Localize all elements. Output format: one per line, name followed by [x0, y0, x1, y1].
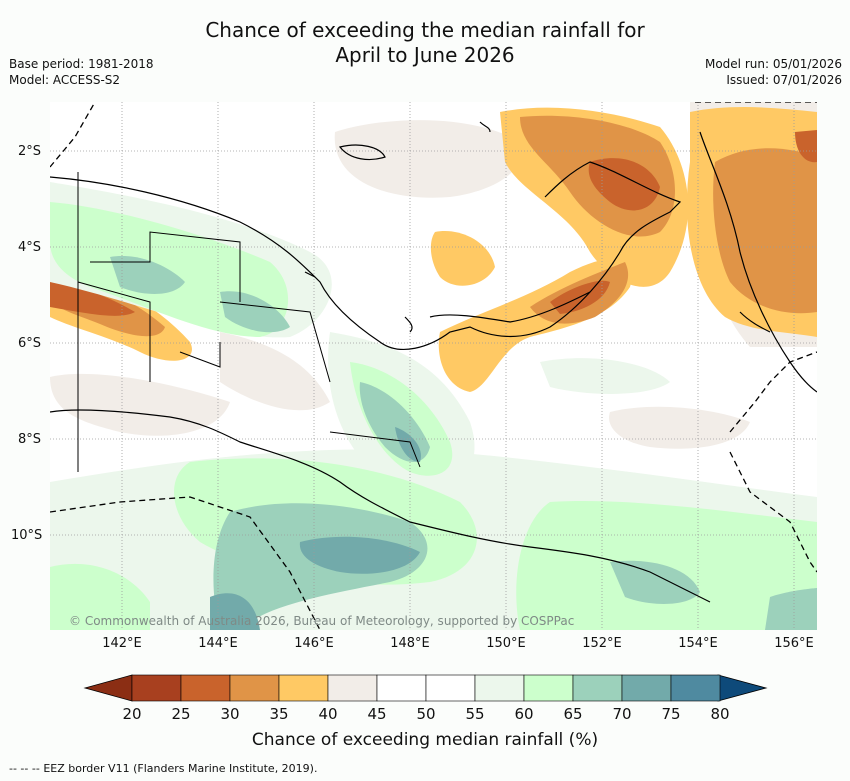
colorbar-cell [621, 674, 672, 702]
eez-legend: -- -- -- EEZ border V11 (Flanders Marine… [9, 762, 317, 775]
coastlines [50, 121, 817, 603]
colorbar-cell [523, 674, 574, 702]
lat-label-8s: 8°S [18, 432, 42, 447]
colorbar-tick: 55 [465, 705, 485, 723]
colorbar-tick: 40 [318, 705, 338, 723]
title-line-1: Chance of exceeding the median rainfall … [205, 18, 645, 42]
lat-label-4s: 4°S [18, 240, 42, 255]
colorbar [83, 674, 768, 702]
colorbar-high-arrow [717, 674, 768, 702]
model-run: Model run: 05/01/2026 [704, 57, 842, 71]
colorbar-tick: 75 [661, 705, 681, 723]
colorbar-tick: 30 [220, 705, 240, 723]
colorbar-cell [278, 674, 329, 702]
model-name: Model: ACCESS-S2 [9, 73, 121, 87]
lon-label-148e: 148°E [390, 636, 430, 651]
colorbar-cell [425, 674, 476, 702]
lon-label-154e: 154°E [678, 636, 718, 651]
colorbar-cell [474, 674, 525, 702]
colorbar-tick: 80 [710, 705, 730, 723]
colorbar-cell [572, 674, 623, 702]
borders [77, 172, 421, 472]
colorbar-tick: 25 [171, 705, 191, 723]
colorbar-tick: 50 [416, 705, 436, 723]
colorbar-cell [376, 674, 427, 702]
colorbar-cell [180, 674, 231, 702]
left-metadata: Base period: 1981-2018 Model: ACCESS-S2 [9, 56, 154, 88]
colorbar-tick: 60 [514, 705, 534, 723]
colorbar-tick: 70 [612, 705, 632, 723]
colorbar-cell [229, 674, 280, 702]
eez-dash-symbol: -- -- -- [9, 762, 40, 775]
title-line-2: April to June 2026 [335, 43, 515, 67]
lon-label-142e: 142°E [102, 636, 142, 651]
eez-borders [50, 102, 817, 630]
lon-label-152e: 152°E [582, 636, 622, 651]
colorbar-tick: 65 [563, 705, 583, 723]
colorbar-tick: 20 [122, 705, 142, 723]
slate-areas [210, 427, 421, 630]
lat-label-6s: 6°S [18, 336, 42, 351]
lon-label-150e: 150°E [486, 636, 526, 651]
lat-label-10s: 10°S [11, 528, 43, 543]
eez-legend-text: EEZ border V11 (Flanders Marine Institut… [43, 762, 318, 775]
right-metadata: Model run: 05/01/2026 Issued: 07/01/2026 [705, 56, 842, 88]
colorbar-low-arrow [83, 674, 133, 702]
lon-label-156e: 156°E [774, 636, 814, 651]
issued-date: Issued: 07/01/2026 [726, 73, 842, 87]
rainfall-map [50, 102, 817, 630]
colorbar-tick: 35 [269, 705, 289, 723]
copyright-notice: © Commonwealth of Australia 2026, Bureau… [69, 614, 575, 628]
colorbar-cell [131, 674, 182, 702]
colorbar-label: Chance of exceeding median rainfall (%) [251, 730, 599, 750]
map-panel [50, 102, 817, 630]
base-period: Base period: 1981-2018 [9, 57, 154, 71]
lat-label-2s: 2°S [18, 144, 42, 159]
lon-label-144e: 144°E [198, 636, 238, 651]
lon-label-146e: 146°E [294, 636, 334, 651]
colorbar-cell [327, 674, 378, 702]
colorbar-tick: 45 [367, 705, 387, 723]
colorbar-cell [670, 674, 721, 702]
dark-orange-areas [50, 130, 817, 316]
chart-title: Chance of exceeding the median rainfall … [0, 18, 850, 68]
